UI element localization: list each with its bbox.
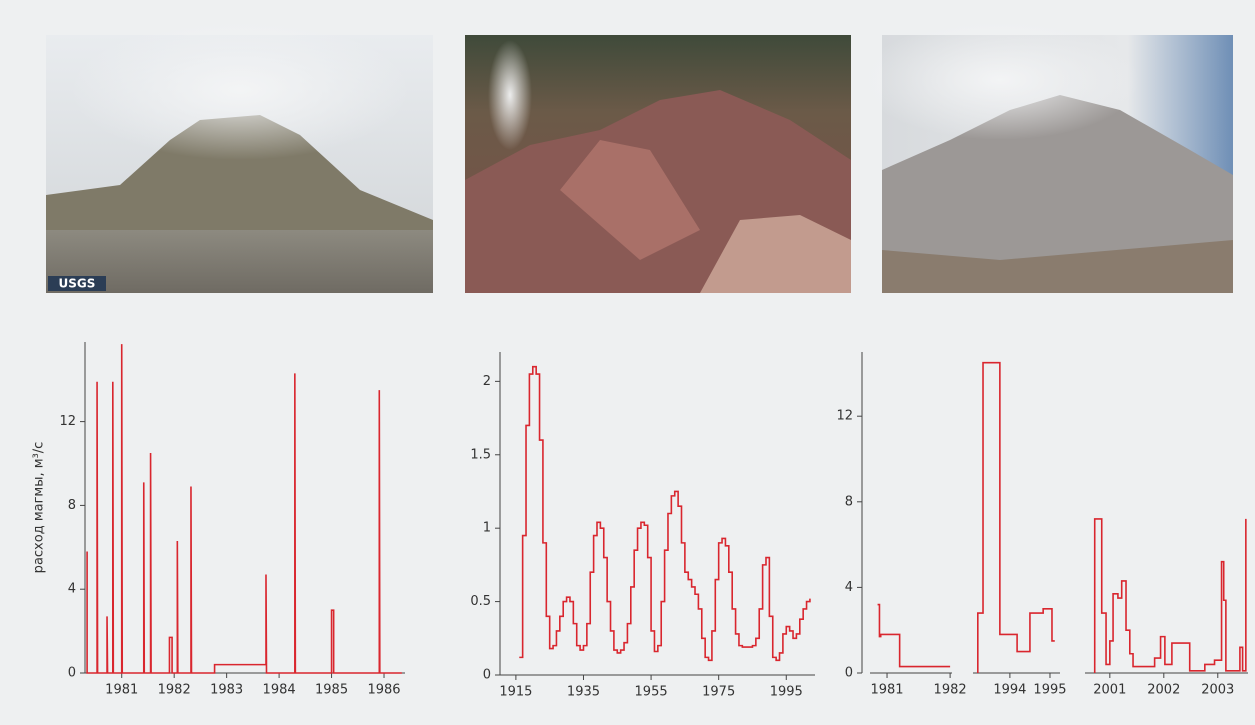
x-tick-label: 1995 [770,685,803,700]
y-tick-label: 1 [483,521,491,536]
y-tick-label: 8 [68,498,76,513]
data-line [1095,519,1246,673]
x-tick-label: 1975 [702,685,735,700]
x-tick-label: 2003 [1201,683,1234,698]
y-tick-label: 2 [483,374,491,389]
x-tick-label: 1981 [105,683,138,698]
y-axis-label: расход магмы, м³/с [32,442,47,574]
data-line [878,605,951,667]
x-tick-label: 1995 [1033,683,1066,698]
x-tick-label: 1983 [210,683,243,698]
x-tick-label: 1915 [499,685,532,700]
x-tick-label: 1982 [934,683,967,698]
photo-credit: USGS [59,277,96,291]
x-tick-label: 2002 [1147,683,1180,698]
figure: USGS 04812расход магмы, м³/с198119821983… [0,0,1255,725]
y-tick-label: 4 [68,582,76,597]
data-line [519,367,810,661]
y-tick-label: 8 [845,494,853,509]
x-tick-label: 2001 [1093,683,1126,698]
y-tick-label: 0 [68,666,76,681]
x-tick-label: 1985 [315,683,348,698]
x-tick-label: 1981 [870,683,903,698]
photo [860,20,1233,293]
y-tick-label: 12 [836,409,853,424]
y-tick-label: 1.5 [470,447,491,462]
y-tick-label: 0 [845,666,853,681]
x-tick-label: 1935 [567,685,600,700]
photo: USGS [46,20,433,293]
x-tick-label: 1994 [993,683,1026,698]
x-tick-label: 1982 [158,683,191,698]
y-tick-label: 4 [845,580,853,595]
y-tick-label: 0.5 [470,594,491,609]
data-line [87,344,402,673]
y-tick-label: 12 [59,414,76,429]
photo [465,35,851,293]
y-tick-label: 0 [483,668,491,683]
x-tick-label: 1984 [263,683,296,698]
x-tick-label: 1986 [367,683,400,698]
data-line [978,363,1055,673]
x-tick-label: 1955 [635,685,668,700]
